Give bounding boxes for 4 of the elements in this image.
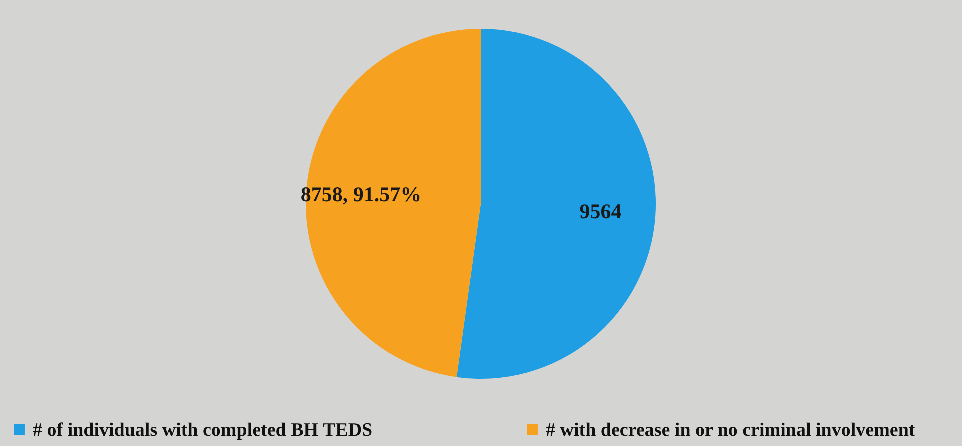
legend-label: # of individuals with completed BH TEDS xyxy=(33,420,373,441)
pie-slice xyxy=(456,29,656,379)
data-label: 9564 xyxy=(580,199,622,224)
legend-label: # with decrease in or no criminal involvement xyxy=(546,420,916,441)
